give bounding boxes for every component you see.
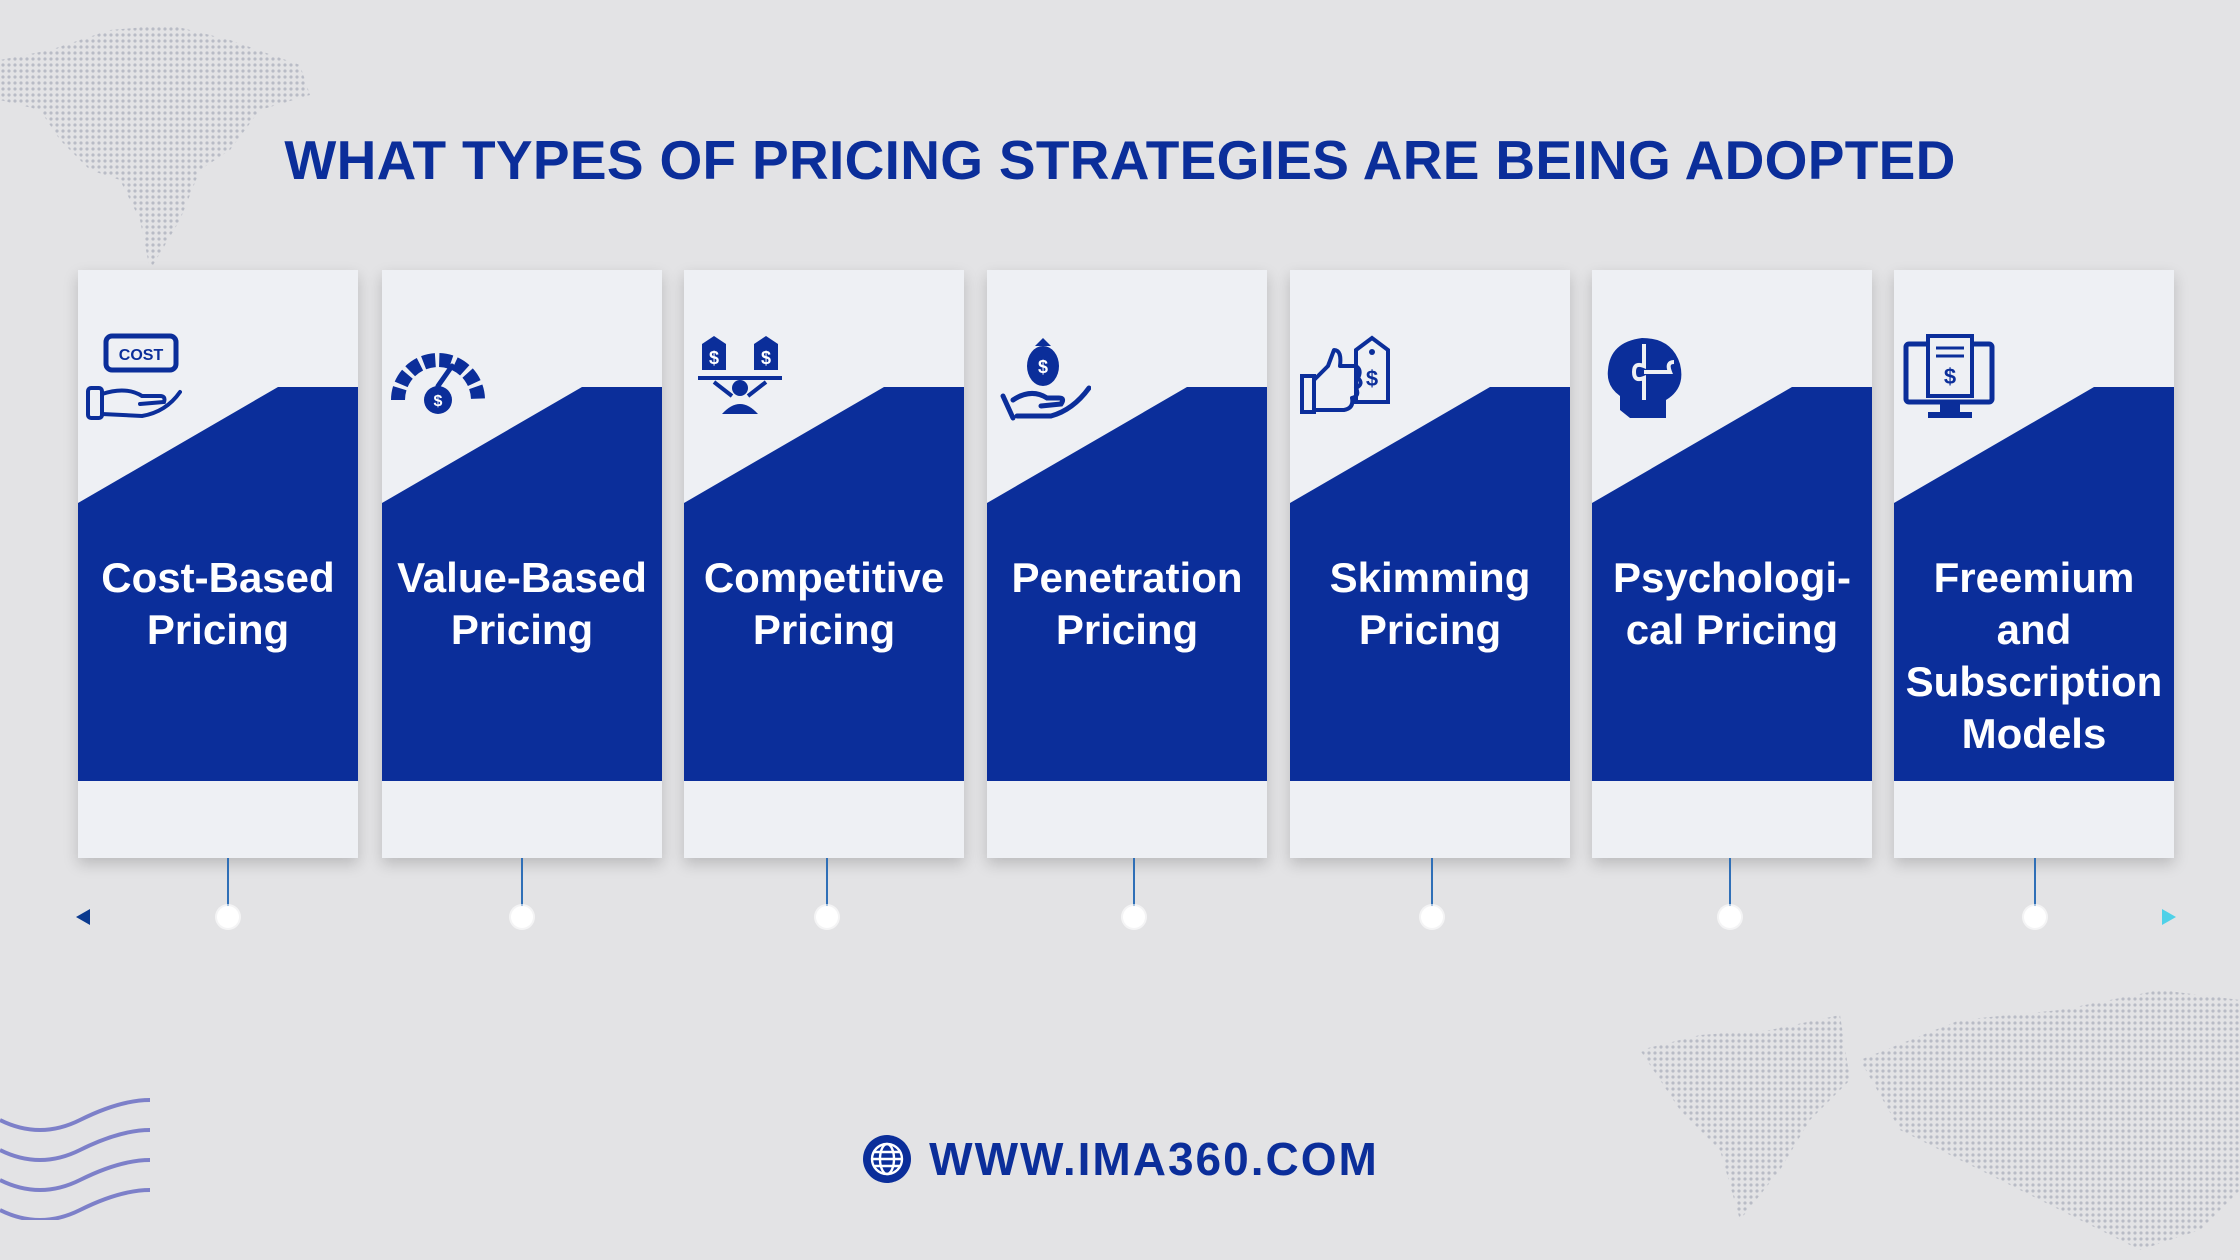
timeline-dot <box>1719 906 1741 928</box>
strategy-label: Value-Based Pricing <box>397 554 647 653</box>
strategy-label: Psychologi-cal Pricing <box>1612 554 1852 653</box>
timeline-connector <box>227 858 229 914</box>
timeline-dot <box>2024 906 2046 928</box>
strategy-card-freemium: $ Freemium and Subscription Models <box>1894 270 2174 858</box>
svg-text:$: $ <box>1944 364 1956 389</box>
svg-text:$: $ <box>761 348 771 368</box>
svg-text:$: $ <box>709 348 719 368</box>
strategy-label: Competitive Pricing <box>703 554 945 653</box>
timeline-dot <box>1123 906 1145 928</box>
timeline-dot <box>816 906 838 928</box>
strategy-label: Freemium and Subscription Models <box>1905 554 2163 757</box>
svg-text:$: $ <box>434 393 443 410</box>
head-puzzle-icon <box>1607 338 1682 418</box>
strategy-label: Cost-Based Pricing <box>101 554 335 653</box>
strategy-card-value-based: $ Value-Based Pricing <box>382 270 662 858</box>
strategy-card-competitive: $ $ Competitive Pricing <box>684 270 964 858</box>
timeline-dot <box>217 906 239 928</box>
monitor-invoice-icon: $ <box>1903 334 1995 418</box>
balance-price-tags-icon: $ $ <box>698 336 782 414</box>
wave-lines-decoration <box>0 1098 151 1220</box>
strategy-label: Skimming Pricing <box>1329 554 1531 653</box>
timeline-connector <box>1133 858 1135 914</box>
strategy-card-skimming: $ Skimming Pricing <box>1290 270 1570 858</box>
page-title: WHAT TYPES OF PRICING STRATEGIES ARE BEI… <box>284 129 1956 191</box>
strategy-card-cost-based: COST Cost-Based Pricing <box>78 270 358 858</box>
hand-money-bag-icon: $ <box>1000 338 1091 421</box>
strategy-card-penetration: $ Penetration Pricing <box>987 270 1267 858</box>
world-map-dots-top-left <box>0 25 310 270</box>
svg-text:$: $ <box>1366 366 1378 391</box>
svg-text:COST: COST <box>119 347 164 364</box>
timeline-connector <box>1431 858 1433 914</box>
globe-icon <box>863 1135 912 1183</box>
timeline-dot <box>511 906 533 928</box>
timeline-connector <box>826 858 828 914</box>
timeline-dot <box>1421 906 1443 928</box>
world-map-dots-bottom-right <box>1640 990 2240 1250</box>
timeline-connector <box>521 858 523 914</box>
cost-hand-icon: COST <box>86 333 182 420</box>
website-url[interactable]: WWW.IMA360.COM <box>929 1133 1379 1185</box>
strategy-card-psychological: Psychologi-cal Pricing <box>1592 270 1872 858</box>
footer: WWW.IMA360.COM <box>0 1132 2240 1186</box>
strategy-label: Penetration Pricing <box>1011 554 1243 653</box>
svg-text:$: $ <box>1038 357 1048 377</box>
timeline-connector <box>1729 858 1731 914</box>
thumbs-up-price-tag-icon: $ <box>1300 335 1390 414</box>
gauge-dollar-icon: $ <box>391 353 485 414</box>
timeline-connector <box>2034 858 2036 914</box>
